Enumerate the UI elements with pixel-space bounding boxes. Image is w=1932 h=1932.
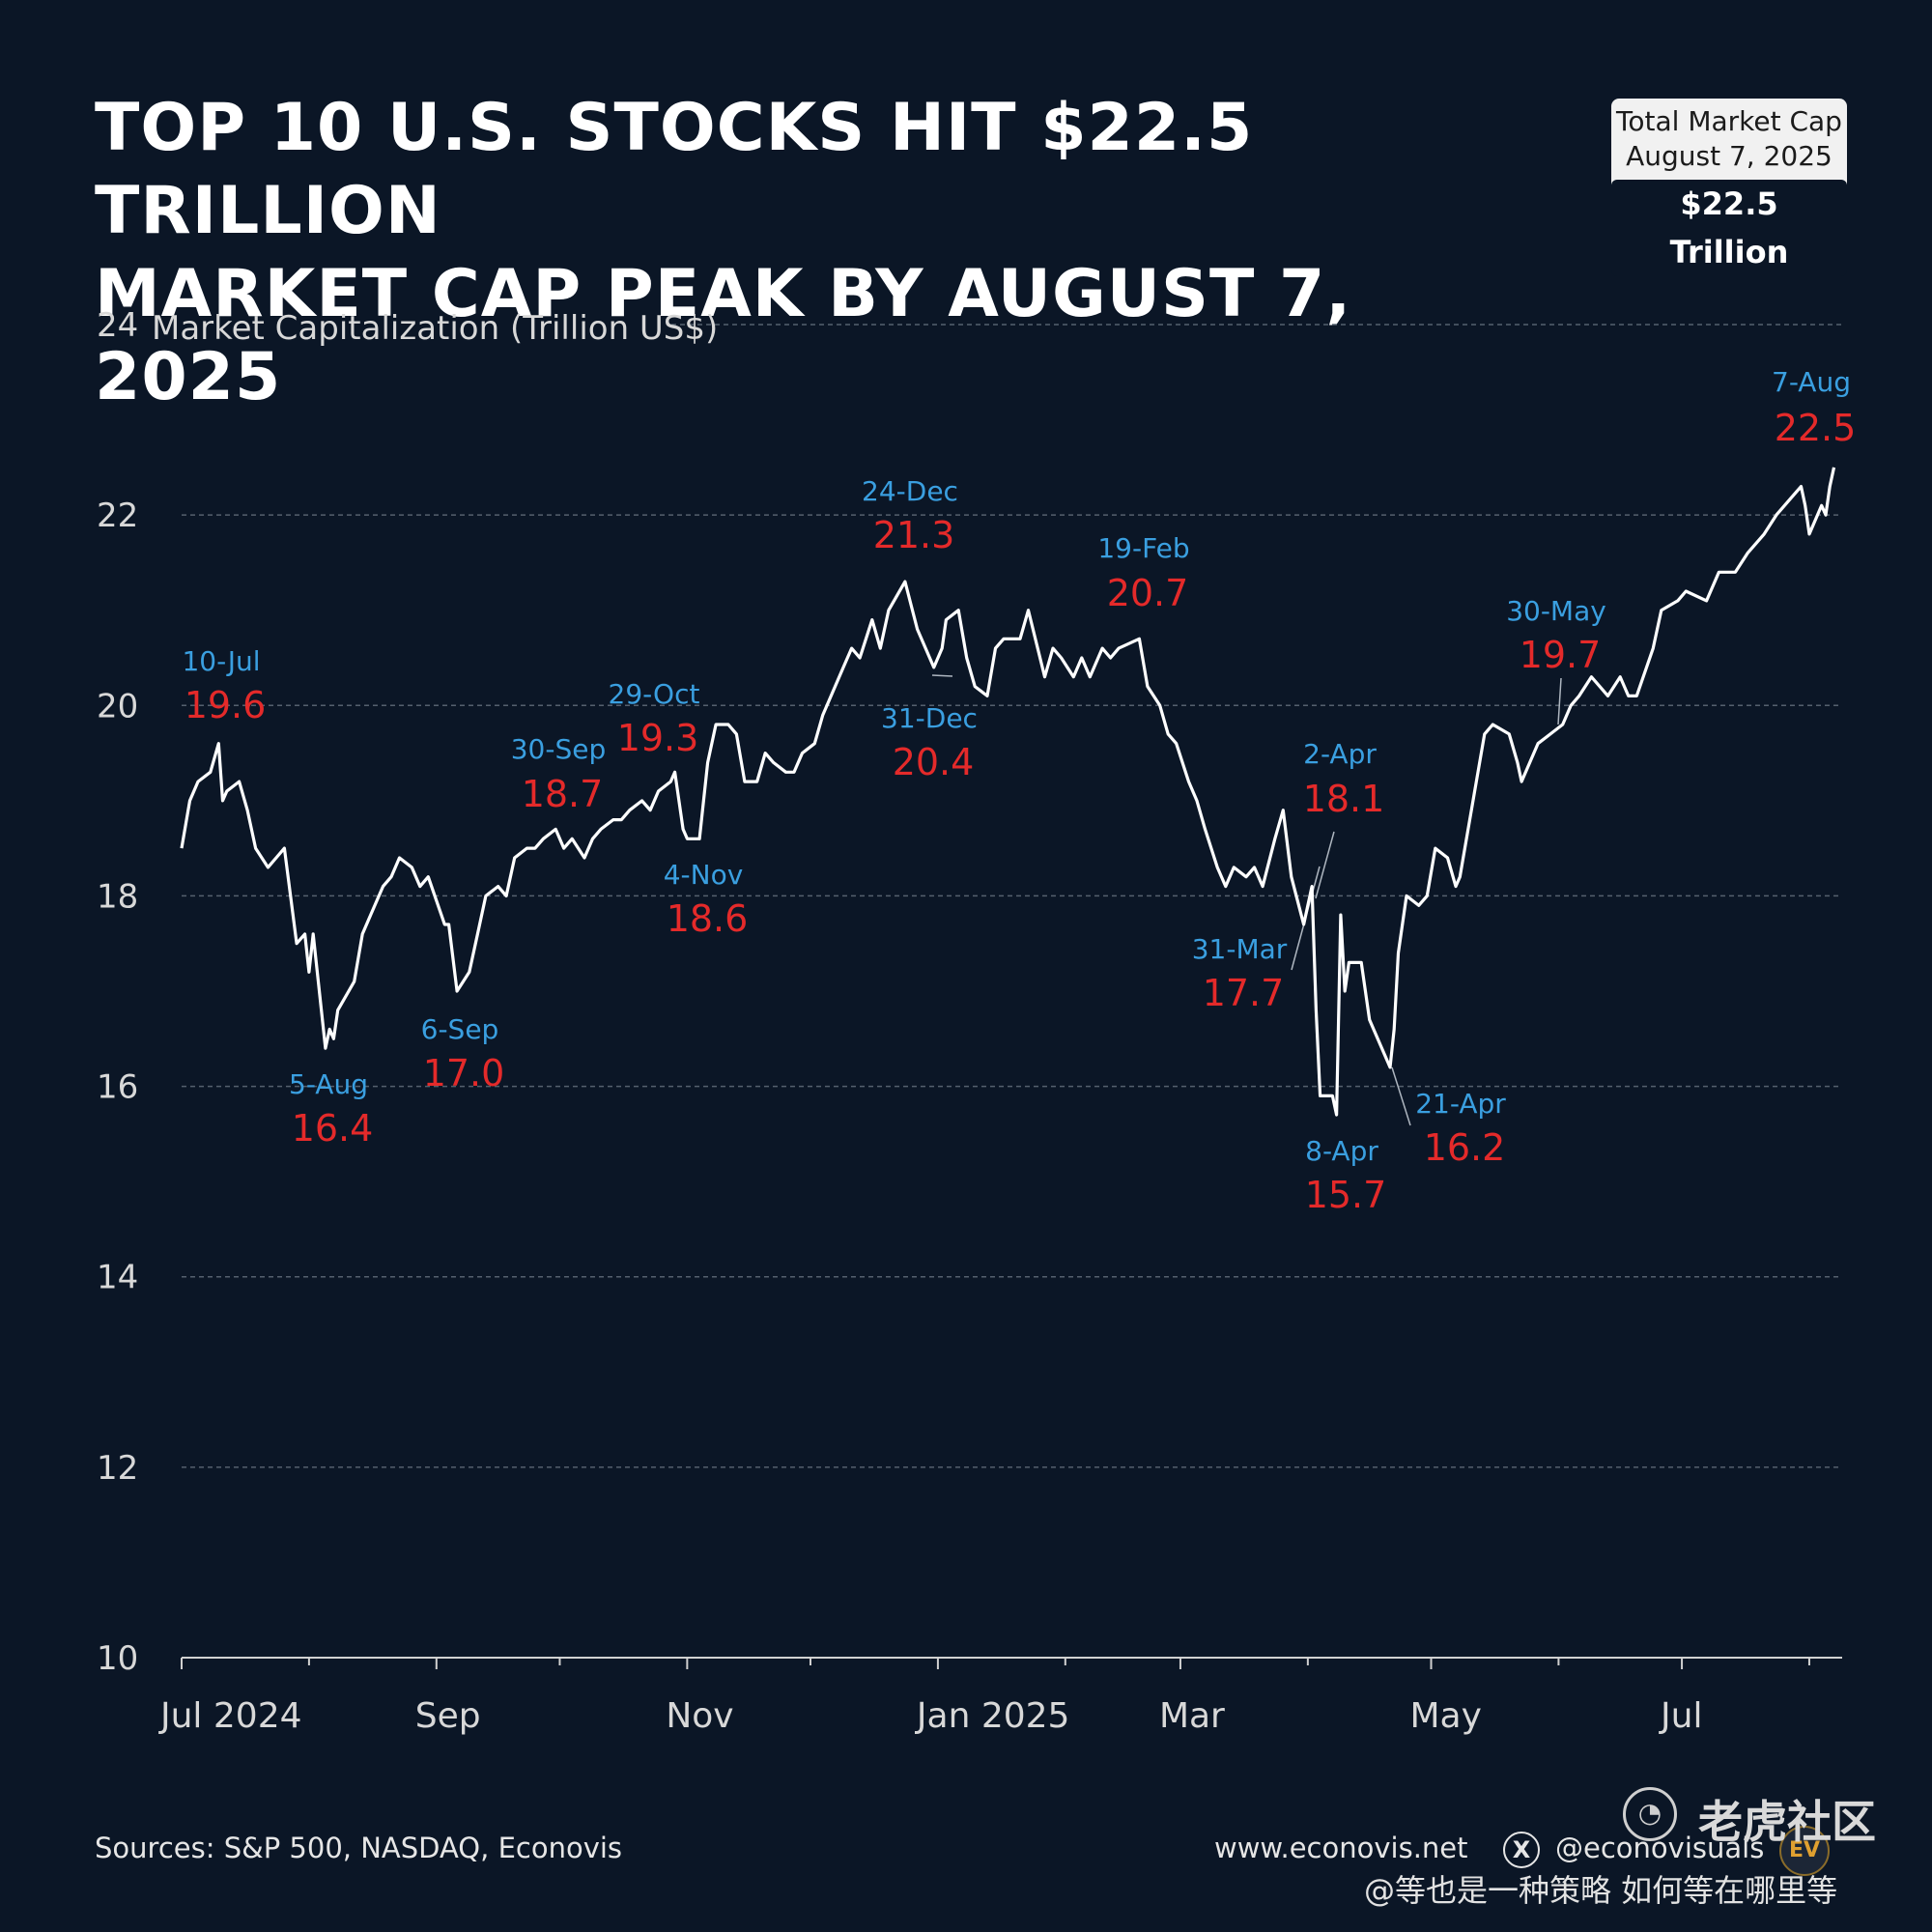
y-axis-label: Market Capitalization (Trillion US$): [152, 309, 718, 348]
annotation-value: 19.6: [185, 684, 267, 726]
annotation-value: 16.4: [292, 1107, 374, 1150]
x-logo-icon: X: [1503, 1832, 1540, 1868]
annotation-value: 17.7: [1203, 972, 1285, 1014]
annotation-value: 21.3: [873, 514, 955, 556]
title-line-1: TOP 10 U.S. STOCKS HIT $22.5 TRILLION: [95, 90, 1254, 249]
y-tick-labels: 10 12 14 16 18 20 22 24: [97, 306, 138, 1678]
x-tick-label: Jul: [1659, 1696, 1702, 1736]
annotations: 10-Jul 19.6 5-Aug 16.4 6-Sep 17.0 30-Sep 18.7 29…: [182, 366, 1856, 1216]
annotation-date: 10-Jul: [182, 645, 260, 677]
annotation-value: 22.5: [1775, 407, 1857, 449]
annotation-date: 6-Sep: [421, 1013, 499, 1045]
annotation-date: 30-May: [1506, 595, 1606, 627]
grid-lines: [182, 324, 1842, 1468]
chart-title: TOP 10 U.S. STOCKS HIT $22.5 TRILLION MA…: [95, 87, 1447, 419]
x-tick-label: Nov: [666, 1696, 733, 1736]
x-tick-label: Sep: [415, 1696, 481, 1736]
leader-line: [1391, 1066, 1411, 1126]
total-box-date: August 7, 2025: [1626, 140, 1833, 172]
annotation-date: 19-Feb: [1097, 532, 1189, 564]
website-link[interactable]: www.econovis.net: [1214, 1832, 1468, 1864]
y-tick-label: 16: [97, 1068, 138, 1107]
series-line: [180, 467, 1836, 1117]
y-tick-label: 10: [97, 1639, 138, 1678]
leader-lines: [931, 674, 1562, 1126]
annotation-date: 5-Aug: [289, 1068, 368, 1100]
watermark-user: @等也是一种策略 如何等在哪里等: [1364, 1872, 1838, 1909]
annotation-date: 21-Apr: [1415, 1088, 1506, 1120]
leader-line: [1557, 677, 1562, 725]
y-tick-label: 14: [97, 1259, 138, 1297]
watermark-brand: 老虎社区: [1698, 1796, 1876, 1848]
total-box-label: Total Market Cap: [1616, 105, 1842, 137]
annotation-date: 31-Mar: [1192, 933, 1288, 965]
annotation-date: 8-Apr: [1305, 1135, 1378, 1167]
annotation-value: 20.4: [893, 741, 975, 783]
annotation-date: 24-Dec: [862, 475, 958, 507]
x-tick-label: Jul 2024: [158, 1696, 302, 1736]
annotation-value: 18.6: [667, 897, 749, 940]
total-box-value: $22.5 Trillion: [1611, 180, 1847, 276]
annotation-date: 7-Aug: [1772, 366, 1851, 398]
annotation-value: 15.7: [1305, 1174, 1387, 1216]
watermark-icon: ◔: [1623, 1787, 1677, 1841]
x-axis: Jul 2024 Sep Nov Jan 2025 Mar May Jul: [158, 1657, 1842, 1736]
y-tick-label: 18: [97, 877, 138, 916]
annotation-value: 16.2: [1424, 1126, 1506, 1169]
x-tick-label: Mar: [1159, 1696, 1225, 1736]
total-market-cap-box: Total Market Cap August 7, 2025 $22.5 Tr…: [1611, 99, 1847, 276]
x-tick-label: Jan 2025: [915, 1696, 1070, 1736]
leader-line: [931, 674, 953, 677]
leader-line: [1315, 831, 1335, 899]
y-tick-label: 12: [97, 1449, 138, 1488]
ev-logo-icon: EV: [1779, 1826, 1830, 1876]
annotation-date: 4-Nov: [664, 859, 744, 891]
annotation-date: 29-Oct: [609, 678, 700, 710]
x-tick-label: May: [1410, 1696, 1482, 1736]
title-line-2: MARKET CAP PEAK BY AUGUST 7, 2025: [95, 256, 1352, 415]
annotation-value: 20.7: [1107, 572, 1189, 614]
y-tick-label: 22: [97, 497, 138, 535]
annotation-value: 18.1: [1303, 778, 1385, 820]
annotation-value: 19.3: [617, 717, 699, 759]
y-tick-label: 20: [97, 687, 138, 725]
annotation-date: 30-Sep: [511, 733, 607, 765]
annotation-date: 2-Apr: [1303, 738, 1377, 770]
source-note: Sources: S&P 500, NASDAQ, Econovis: [95, 1832, 623, 1864]
y-tick-label: 24: [97, 306, 138, 345]
annotation-value: 18.7: [522, 773, 604, 815]
annotation-date: 31-Dec: [881, 702, 978, 734]
annotation-value: 19.7: [1520, 634, 1602, 676]
annotation-value: 17.0: [423, 1052, 505, 1094]
